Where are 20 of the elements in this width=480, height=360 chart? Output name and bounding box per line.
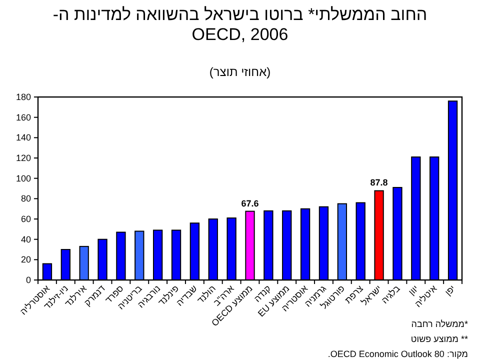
text: ** ממוצע פשוט xyxy=(410,334,468,344)
chart-title: החוב הממשלתי* ברוטו בישראל בהשוואה למדינות ה-OECD, 2006 xyxy=(52,5,428,45)
y-tick-label: 80 xyxy=(20,194,31,204)
y-tick-label: 120 xyxy=(16,153,31,163)
chart-subtitle: (אחוזי תוצר) xyxy=(208,65,272,79)
y-tick-label: 20 xyxy=(20,254,31,265)
x-tick-label: יוון xyxy=(406,283,420,298)
text: *ממשלה רחבה xyxy=(411,319,468,329)
x-tick-label: יפן xyxy=(443,283,458,298)
y-tick-label: 140 xyxy=(16,132,31,143)
data-label: 87.8 xyxy=(370,178,388,188)
text: מקור: OECD Economic Outlook 80. xyxy=(328,349,468,359)
data-label: 67.6 xyxy=(241,198,259,208)
y-tick-label: 0 xyxy=(26,275,31,285)
x-tick-label: בלגיה xyxy=(380,282,402,306)
y-tick-label: 40 xyxy=(20,234,31,244)
y-tick-label: 100 xyxy=(16,173,31,184)
y-tick-label: 180 xyxy=(16,92,31,102)
y-tick-label: 160 xyxy=(16,112,31,122)
y-tick-label: 60 xyxy=(20,214,31,224)
